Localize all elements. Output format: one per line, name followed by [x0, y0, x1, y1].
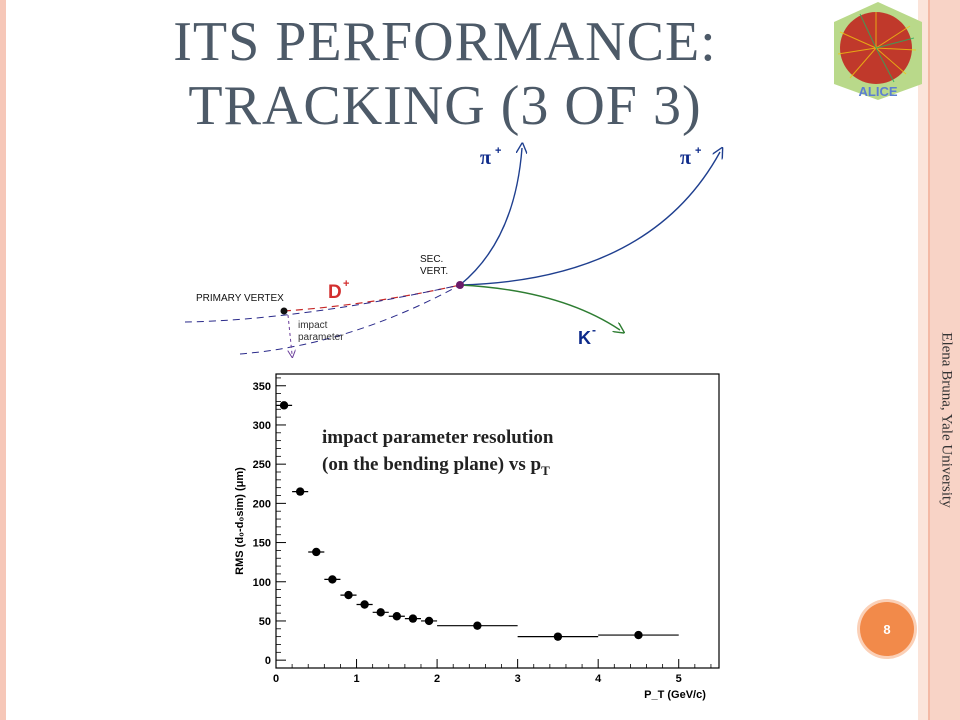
decay-diagram: PRIMARY VERTEX SEC. VERT. D + impact par… — [184, 140, 750, 365]
x-tick-label: 1 — [353, 673, 359, 685]
impact-parameter-arrow — [287, 314, 292, 354]
author-credit: Elena Bruna, Yale University — [938, 332, 955, 508]
chart-annotation: impact parameter resolution (on the bend… — [322, 424, 553, 484]
x-tick-label: 4 — [595, 673, 602, 685]
left-border — [0, 0, 6, 720]
title-line-2: TRACKING (3 OF 3) — [188, 75, 702, 137]
annotation-line-2-text: (on the bending plane) vs p — [322, 454, 542, 475]
pion-track-1 — [459, 148, 522, 286]
data-point — [392, 612, 402, 621]
y-tick-label: 200 — [253, 498, 271, 510]
primary-vertex-label: PRIMARY VERTEX — [196, 293, 284, 304]
y-tick-label: 300 — [253, 420, 271, 432]
sec-vert-label-1: SEC. — [420, 254, 443, 265]
right-border-inner — [918, 0, 930, 720]
page-number-badge: 8 — [860, 602, 914, 656]
d-plus-label: D — [328, 282, 342, 303]
x-tick-label: 2 — [434, 673, 440, 685]
primary-vertex-dot — [280, 307, 288, 315]
kaon-sup: - — [592, 323, 596, 337]
y-tick-label: 150 — [253, 538, 271, 550]
data-points — [276, 401, 679, 641]
alice-logo: ALICE — [834, 2, 922, 100]
reference-track — [184, 284, 461, 323]
right-border-line — [928, 0, 930, 720]
logo-tracks — [837, 12, 917, 79]
title-line-1: ITS PERFORMANCE: — [173, 11, 717, 73]
y-tick-label: 0 — [265, 655, 271, 667]
pion-track-2 — [459, 152, 720, 286]
pion-label-1: π — [480, 147, 491, 169]
data-point — [634, 630, 643, 640]
plot-frame — [275, 373, 720, 669]
impact-label-1: impact — [298, 320, 328, 331]
y-tick-label: 100 — [253, 577, 271, 589]
data-point — [344, 590, 353, 600]
kaon-track — [459, 284, 620, 330]
data-point — [376, 608, 385, 617]
pion-sup-1: + — [495, 145, 501, 157]
slide-title: ITS PERFORMANCE: TRACKING (3 OF 3) — [120, 10, 770, 138]
x-tick-label: 0 — [273, 673, 279, 685]
d-meson-track — [283, 284, 461, 312]
data-point — [360, 600, 369, 609]
data-point — [553, 632, 563, 641]
y-axis-label: RMS (d₀-d₀sim) (μm) — [234, 467, 246, 575]
sec-vert-label-2: VERT. — [420, 266, 448, 277]
x-tick-label: 3 — [515, 673, 521, 685]
data-point — [424, 616, 434, 626]
data-point — [473, 621, 482, 630]
y-tick-label: 250 — [253, 459, 271, 471]
impact-label-2: parameter — [298, 332, 344, 343]
extrapolated-track — [239, 284, 461, 355]
x-tick-label: 5 — [676, 673, 682, 685]
data-point — [312, 547, 321, 557]
y-tick-label: 50 — [259, 616, 271, 628]
y-tick-label: 350 — [253, 381, 271, 393]
logo-text: ALICE — [859, 84, 898, 99]
data-point — [279, 401, 289, 410]
kaon-label: K — [578, 328, 591, 348]
right-border-outer — [930, 0, 960, 720]
x-axis-label: P_T (GeV/c) — [644, 689, 706, 701]
data-point — [295, 487, 305, 496]
data-point — [328, 575, 337, 584]
pion-sup-2: + — [695, 145, 701, 157]
pion-label-2: π — [680, 147, 691, 169]
annotation-line-1: impact parameter resolution — [322, 427, 554, 448]
annotation-line-2-sub: T — [541, 462, 550, 478]
secondary-vertex-dot — [456, 281, 464, 289]
data-point — [408, 614, 418, 623]
d-plus-sup: + — [343, 278, 349, 290]
annotation-line-2: (on the bending plane) vs pT — [322, 451, 553, 484]
